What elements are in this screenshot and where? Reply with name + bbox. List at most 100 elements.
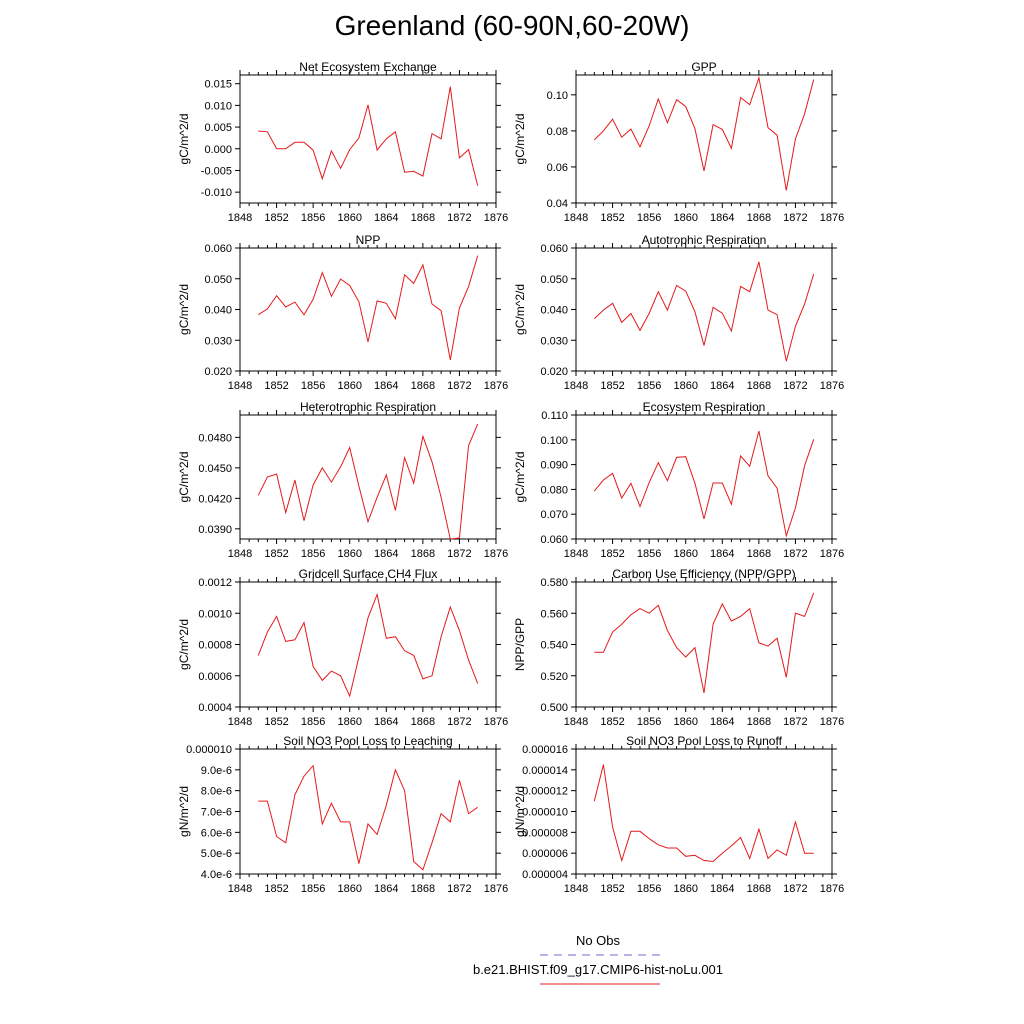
series-line	[258, 764, 478, 871]
y-axis-label: gC/m^2/d	[177, 114, 191, 165]
y-tick-label: 0.050	[204, 274, 232, 286]
y-tick-label: 0.070	[540, 509, 568, 521]
x-tick-label: 1856	[637, 380, 661, 392]
x-tick-label: 1856	[637, 548, 661, 560]
y-tick-label: 8.0e-6	[201, 786, 232, 798]
x-tick-label: 1876	[820, 548, 844, 560]
plot-frame	[575, 247, 833, 372]
y-tick-label: 0.0006	[198, 671, 232, 683]
x-tick-label: 1852	[600, 380, 624, 392]
x-tick-label: 1848	[228, 212, 252, 224]
x-tick-label: 1860	[337, 548, 361, 560]
legend-obs-label: No Obs	[575, 933, 621, 948]
x-tick-label: 1864	[710, 883, 734, 895]
x-tick-label: 1868	[411, 716, 435, 728]
y-tick-label: 0.560	[540, 608, 568, 620]
x-tick-label: 1856	[637, 212, 661, 224]
y-axis-label: gC/m^2/d	[513, 114, 527, 165]
x-tick-label: 1868	[411, 212, 435, 224]
x-tick-label: 1876	[484, 548, 508, 560]
x-tick-label: 1848	[564, 212, 588, 224]
x-tick-label: 1856	[301, 548, 325, 560]
y-tick-label: 0.580	[540, 577, 568, 589]
y-tick-label: 0.0010	[198, 608, 232, 620]
chart-panel-2: GPP gC/m^2/d 1848 1852 1856 1860 1864 1868 1872 1…	[513, 60, 844, 224]
y-tick-label: 0.000006	[522, 848, 568, 860]
panel-title: GPP	[691, 60, 716, 74]
plot-frame	[239, 581, 497, 708]
legend-case-label: b.e21.BHIST.f09_g17.CMIP6-hist-noLu.001	[472, 962, 724, 977]
y-tick-label: 0.015	[204, 79, 232, 91]
y-tick-label: 0.500	[540, 702, 568, 714]
x-tick-label: 1876	[820, 212, 844, 224]
panel-title: Soil NO3 Pool Loss to Leaching	[283, 734, 452, 748]
y-tick-label: 4.0e-6	[201, 869, 232, 881]
x-tick-label: 1848	[564, 883, 588, 895]
series-line	[258, 255, 479, 360]
x-tick-label: 1876	[820, 716, 844, 728]
series-line	[258, 86, 479, 186]
y-tick-label: 0.08	[547, 126, 568, 138]
y-axis-label: gN/m^2/d	[513, 786, 527, 837]
x-tick-label: 1860	[673, 716, 697, 728]
y-tick-label: 0.090	[540, 460, 568, 472]
main-title: Greenland (60-90N,60-20W)	[334, 10, 690, 41]
plot-frame	[575, 581, 833, 708]
y-axis-label: gC/m^2/d	[177, 619, 191, 670]
y-tick-label: 5.0e-6	[201, 848, 232, 860]
y-tick-label: 0.10	[547, 90, 568, 102]
x-tick-label: 1868	[747, 548, 771, 560]
x-tick-label: 1852	[600, 883, 624, 895]
chart-panel-4: Autotrophic Respiration gC/m^2/d 1848 1852 1…	[513, 233, 844, 392]
x-tick-label: 1876	[820, 883, 844, 895]
y-tick-label: 0.520	[540, 671, 568, 683]
chart-panel-10: Soil NO3 Pool Loss to Runoff gN/m^2/d 1848…	[513, 734, 844, 895]
x-tick-label: 1868	[411, 380, 435, 392]
x-tick-label: 1848	[228, 380, 252, 392]
x-tick-label: 1872	[447, 548, 471, 560]
x-tick-label: 1864	[710, 548, 734, 560]
chart-panel-6: Ecosystem Respiration gC/m^2/d 1848 1852 185…	[513, 400, 844, 560]
y-tick-label: 0.040	[540, 305, 568, 317]
x-tick-label: 1872	[447, 716, 471, 728]
chart-panel-8: Carbon Use Efficiency (NPP/GPP) NPP/GPP 18…	[513, 567, 844, 728]
x-tick-label: 1848	[228, 548, 252, 560]
y-tick-label: 0.0480	[198, 432, 232, 444]
x-tick-label: 1848	[564, 716, 588, 728]
y-tick-label: 0.100	[540, 435, 568, 447]
panel-title: Gridcell Surface CH4 Flux	[299, 567, 438, 581]
x-tick-label: 1864	[374, 380, 398, 392]
y-tick-label: 0.050	[540, 274, 568, 286]
series-line	[593, 764, 814, 863]
y-tick-label: 0.030	[204, 335, 232, 347]
x-tick-label: 1872	[783, 212, 807, 224]
y-axis-label: gC/m^2/d	[177, 452, 191, 503]
x-tick-label: 1876	[484, 212, 508, 224]
y-tick-label: 0.005	[204, 122, 232, 134]
panel-title: Autotrophic Respiration	[642, 233, 767, 247]
x-tick-label: 1856	[301, 716, 325, 728]
x-tick-label: 1872	[783, 548, 807, 560]
x-tick-label: 1864	[374, 212, 398, 224]
y-tick-label: 0.04	[547, 198, 568, 210]
y-tick-label: 0.020	[540, 366, 568, 378]
chart-panel-3: NPP gC/m^2/d 1848 1852 1856 1860 1864 1868 1872 1…	[177, 233, 508, 392]
series-line	[594, 592, 815, 693]
x-tick-label: 1876	[484, 380, 508, 392]
x-tick-label: 1872	[447, 380, 471, 392]
x-tick-label: 1872	[783, 716, 807, 728]
series-line	[257, 592, 479, 698]
x-tick-label: 1852	[264, 548, 288, 560]
series-line	[593, 430, 815, 538]
x-tick-label: 1872	[783, 883, 807, 895]
y-axis-label: NPP/GPP	[513, 618, 527, 671]
y-tick-label: 0.06	[547, 162, 568, 174]
x-tick-label: 1848	[564, 548, 588, 560]
series-line	[593, 75, 815, 191]
y-axis-label: gN/m^2/d	[177, 786, 191, 837]
x-tick-label: 1848	[564, 380, 588, 392]
y-tick-label: 0.0450	[198, 463, 232, 475]
y-tick-label: 0.000016	[522, 744, 568, 756]
x-tick-label: 1852	[264, 883, 288, 895]
